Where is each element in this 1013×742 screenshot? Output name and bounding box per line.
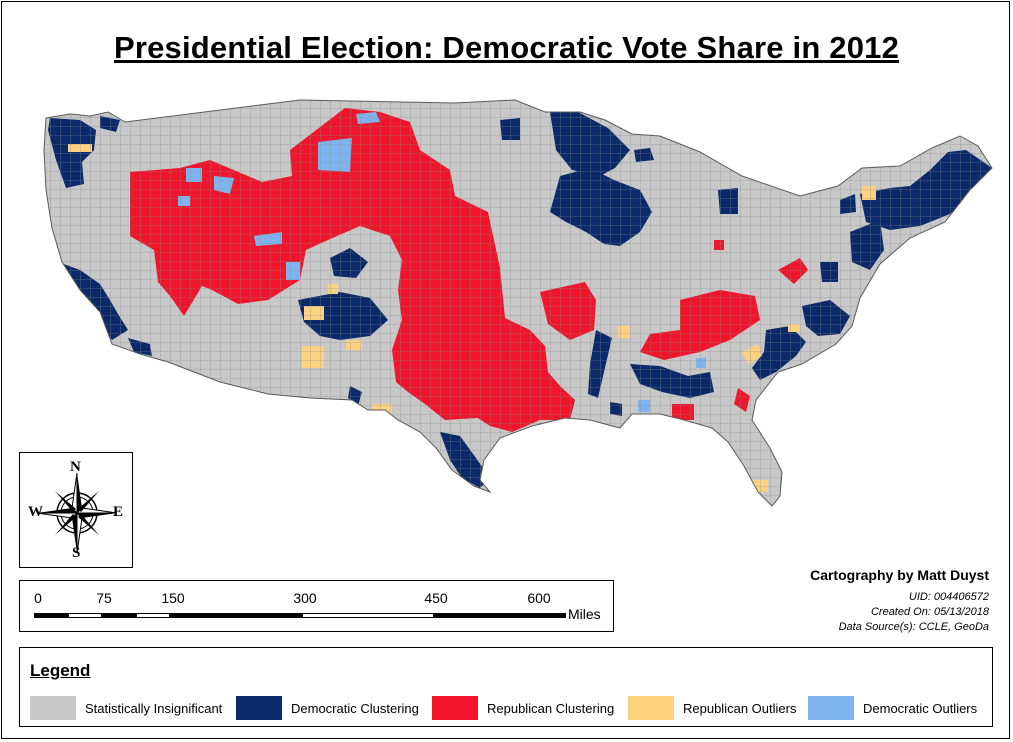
scale-unit-label: Miles bbox=[568, 606, 601, 622]
legend-swatch bbox=[808, 696, 854, 720]
legend-swatch bbox=[628, 696, 674, 720]
created-date: Created On: 05/13/2018 bbox=[870, 606, 989, 618]
map-title: Presidential Election: Democratic Vote S… bbox=[113, 30, 900, 65]
scale-tick-label: 600 bbox=[527, 590, 551, 606]
scale-segment bbox=[170, 613, 302, 618]
legend-swatch bbox=[432, 696, 478, 720]
scale-segment bbox=[434, 613, 566, 618]
scale-tick-label: 150 bbox=[161, 590, 185, 606]
legend-swatch bbox=[236, 696, 282, 720]
legend-title: Legend bbox=[30, 661, 91, 680]
compass-rose-icon bbox=[36, 472, 118, 554]
legend-label: Republican Outliers bbox=[683, 701, 797, 716]
scale-segment bbox=[136, 613, 170, 618]
map-credits: Cartography by Matt Duyst UID: 004406572… bbox=[810, 568, 989, 635]
scale-tick-label: 0 bbox=[34, 590, 42, 606]
scale-segment bbox=[102, 613, 136, 618]
scale-segment bbox=[34, 613, 68, 618]
scale-tick-label: 75 bbox=[96, 590, 112, 606]
legend-label: Democratic Clustering bbox=[291, 701, 419, 716]
scale-tick-label: 450 bbox=[424, 590, 448, 606]
legend-label: Statistically Insignificant bbox=[85, 701, 223, 716]
legend: Legend Statistically Insignificant Democ… bbox=[19, 647, 993, 727]
legend-label: Republican Clustering bbox=[487, 701, 615, 716]
compass-north-label: N bbox=[70, 459, 81, 475]
data-source: Data Source(s): CCLE, GeoDa bbox=[838, 621, 989, 633]
scale-segment bbox=[68, 613, 102, 618]
compass-rose: N S W E bbox=[19, 452, 133, 568]
compass-east-label: E bbox=[113, 504, 124, 520]
scale-tick-label: 300 bbox=[293, 590, 317, 606]
scale-bar: 0 75 150 300 450 600 Miles bbox=[19, 580, 614, 632]
legend-swatch bbox=[30, 696, 76, 720]
uid-text: UID: 004406572 bbox=[908, 591, 989, 603]
author-credit: Cartography by Matt Duyst bbox=[810, 567, 989, 583]
compass-west-label: W bbox=[28, 504, 43, 520]
legend-label: Democratic Outliers bbox=[863, 701, 978, 716]
scale-segment bbox=[302, 613, 434, 618]
compass-south-label: S bbox=[72, 545, 81, 561]
